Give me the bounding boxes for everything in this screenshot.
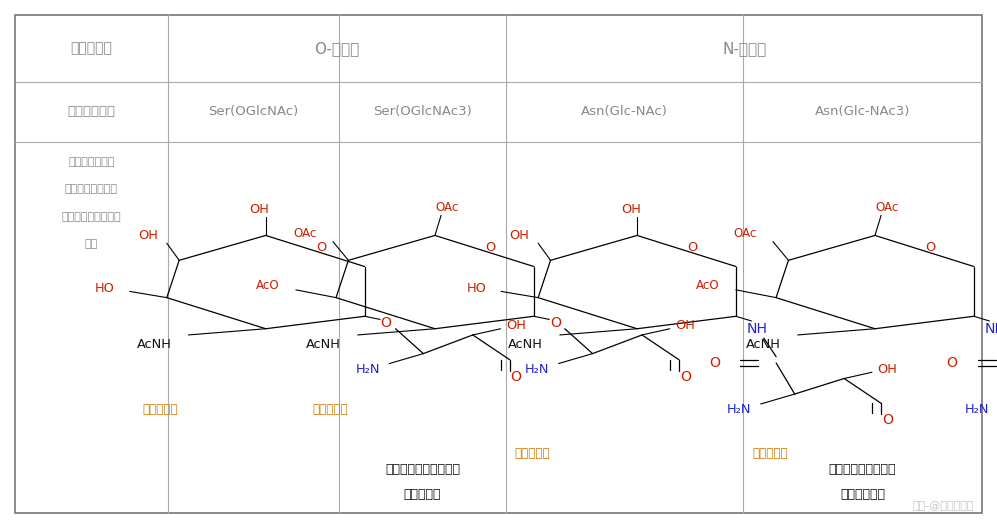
Text: 化，可点击我们的销: 化，可点击我们的销 [62, 212, 122, 222]
Text: OH: OH [621, 203, 641, 215]
Text: O: O [680, 370, 691, 384]
Text: O: O [709, 356, 720, 370]
Text: H₂N: H₂N [727, 403, 752, 416]
Text: O: O [925, 241, 936, 254]
Text: O-糖基化: O-糖基化 [314, 41, 360, 56]
Text: OH: OH [506, 319, 526, 332]
Text: N-糖基化: N-糖基化 [722, 41, 767, 56]
Text: （三个乙酰基ａｃ可去
掉可保留）: （三个乙酰基ａｃ可去 掉可保留） [385, 464, 460, 502]
Text: OAc: OAc [293, 228, 317, 240]
Text: O: O [510, 370, 521, 384]
Text: O: O [882, 413, 893, 428]
Text: 更多氨基酸的糖基: 更多氨基酸的糖基 [65, 184, 118, 194]
Text: 售。: 售。 [85, 239, 98, 249]
Text: 知乎-@多肽研究员: 知乎-@多肽研究员 [912, 501, 974, 511]
Text: 糖基化氨基酸: 糖基化氨基酸 [68, 106, 116, 118]
Text: OH: OH [675, 319, 695, 332]
Text: AcO: AcO [256, 279, 280, 291]
Text: NH: NH [747, 322, 768, 336]
Text: 犭多肽生物: 犭多肽生物 [312, 403, 348, 416]
Text: O: O [688, 241, 698, 254]
Text: O: O [550, 316, 561, 329]
Text: AcNH: AcNH [306, 338, 341, 351]
Text: 犭多肽生物: 犭多肽生物 [752, 447, 788, 460]
Text: O: O [316, 241, 326, 254]
Text: OH: OH [249, 203, 269, 215]
Text: 糖基化结构示例: 糖基化结构示例 [68, 157, 115, 167]
Text: AcNH: AcNH [137, 338, 171, 351]
Text: O: O [486, 241, 496, 254]
Text: OH: OH [509, 229, 529, 242]
Text: HO: HO [95, 282, 115, 295]
Text: AcNH: AcNH [508, 338, 543, 351]
Text: AcNH: AcNH [747, 338, 781, 351]
Text: H₂N: H₂N [965, 403, 989, 416]
Text: H₂N: H₂N [524, 363, 549, 375]
Text: OAc: OAc [734, 228, 757, 240]
Text: OAc: OAc [875, 201, 899, 214]
Text: Asn(Glc-NAc): Asn(Glc-NAc) [581, 106, 668, 118]
Text: 糖基化分类: 糖基化分类 [71, 41, 113, 55]
Text: （三个乙酰基ａｃ可
去掉可保留）: （三个乙酰基ａｃ可 去掉可保留） [829, 464, 896, 502]
Text: O: O [381, 316, 392, 329]
Text: OH: OH [877, 363, 897, 375]
Text: Ser(OGlcNAc): Ser(OGlcNAc) [208, 106, 298, 118]
Text: Asn(Glc-NAc3): Asn(Glc-NAc3) [815, 106, 910, 118]
Text: H₂N: H₂N [356, 363, 380, 375]
Text: O: O [947, 356, 958, 370]
Text: AcO: AcO [696, 279, 720, 291]
Text: NH: NH [985, 322, 997, 336]
Text: Ser(OGlcNAc3): Ser(OGlcNAc3) [373, 106, 472, 118]
Text: HO: HO [467, 282, 487, 295]
Text: OAc: OAc [436, 201, 459, 214]
Text: OH: OH [139, 229, 159, 242]
Text: 犭多肽生物: 犭多肽生物 [143, 403, 178, 416]
Text: 犭多肽生物: 犭多肽生物 [514, 447, 549, 460]
